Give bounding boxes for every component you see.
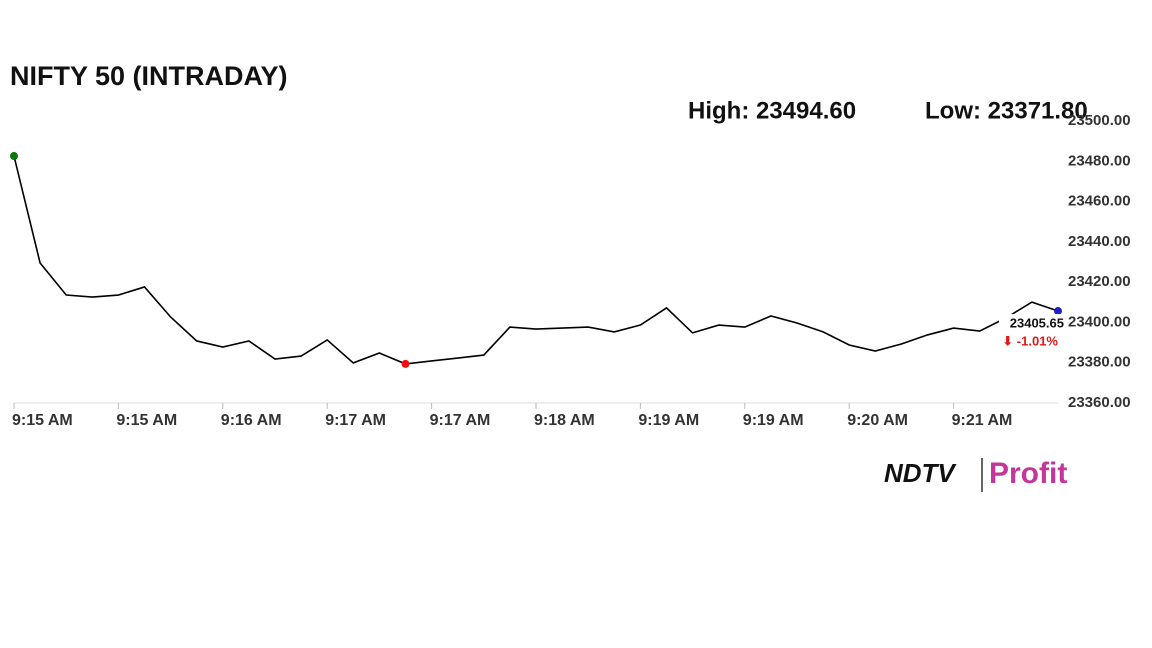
x-tick-label: 9:17 AM: [325, 412, 386, 429]
x-tick-label: 9:18 AM: [534, 412, 595, 429]
x-tick-label: 9:19 AM: [743, 412, 804, 429]
low-label: Low: 23371.80: [925, 97, 1088, 124]
logo-profit: Profit: [989, 457, 1067, 490]
y-tick-label: 23440.00: [1068, 233, 1131, 250]
y-tick-label: 23500.00: [1068, 112, 1131, 129]
y-tick-label: 23360.00: [1068, 394, 1131, 411]
y-tick-label: 23460.00: [1068, 193, 1131, 210]
end-marker: [1054, 307, 1062, 316]
last-label-bg: [999, 314, 1065, 333]
change-label: ⬇ -1.01%: [1002, 333, 1058, 348]
last-value-label: 23405.65: [1010, 315, 1064, 330]
y-tick-label: 23480.00: [1068, 152, 1131, 169]
price-line: [13, 155, 1059, 365]
high-label: High: 23494.60: [688, 97, 856, 124]
logo-ndtv: NDTV: [884, 458, 957, 488]
x-tick-label: 9:21 AM: [952, 412, 1013, 429]
start-marker: [10, 152, 18, 161]
y-tick-label: 23400.00: [1068, 313, 1131, 330]
chart-title: NIFTY 50 (INTRADAY): [10, 61, 288, 91]
x-tick-label: 9:19 AM: [638, 412, 699, 429]
x-tick-label: 9:15 AM: [116, 412, 177, 429]
x-tick-label: 9:20 AM: [847, 412, 908, 429]
x-tick-label: 9:16 AM: [221, 412, 282, 429]
y-tick-label: 23420.00: [1068, 273, 1131, 290]
low-marker: [401, 359, 410, 368]
x-tick-label: 9:17 AM: [430, 412, 491, 429]
y-tick-label: 23380.00: [1068, 354, 1131, 371]
x-tick-label: 9:15 AM: [12, 412, 73, 429]
